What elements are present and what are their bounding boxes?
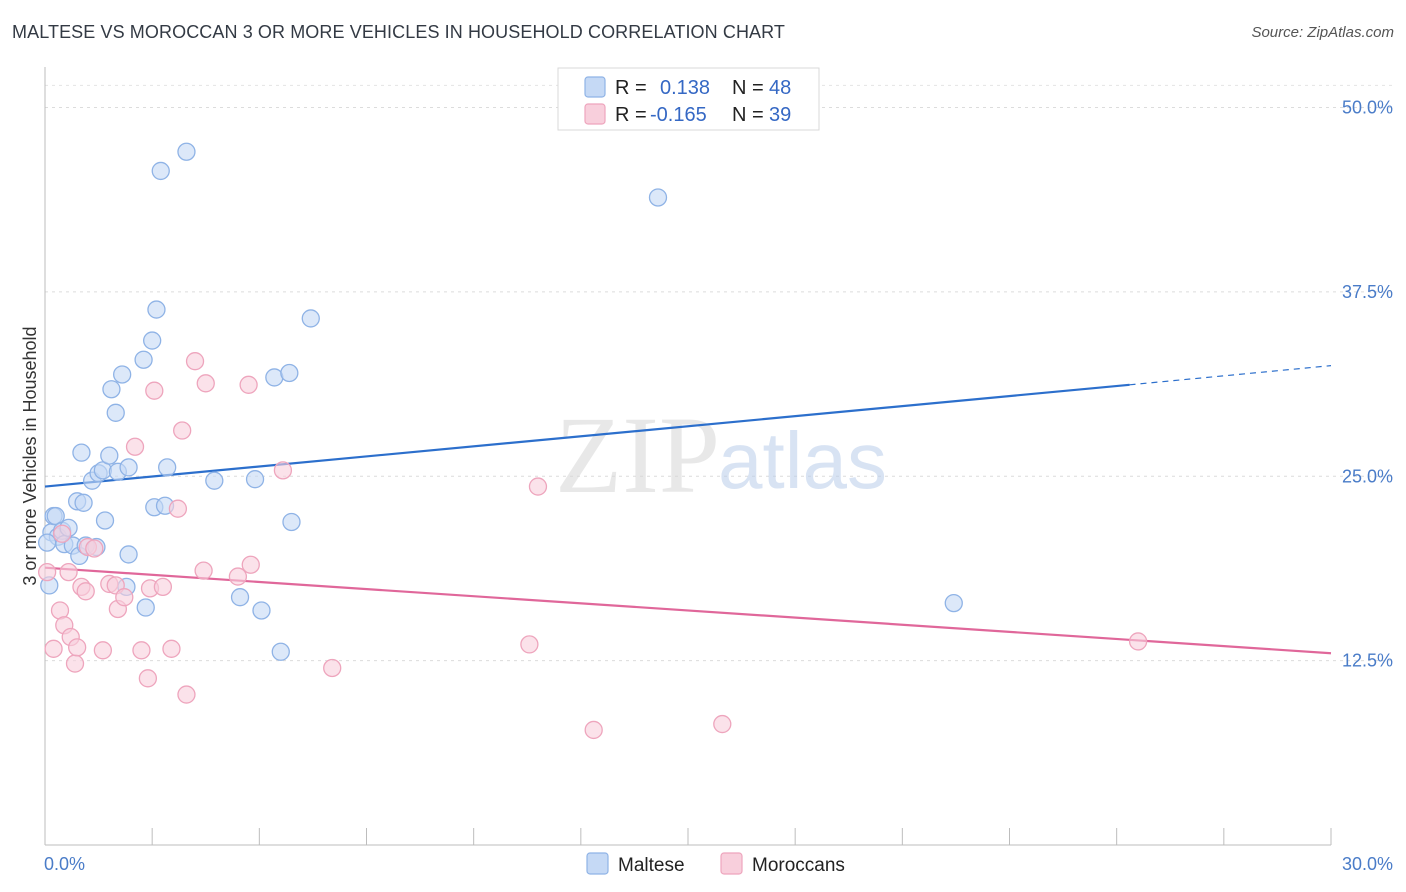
bottom-legend: Maltese Moroccans	[586, 852, 845, 876]
moroccans-point	[132, 641, 151, 660]
moroccans-point	[59, 562, 78, 582]
source-label: Source: ZipAtlas.com	[1251, 24, 1394, 41]
moroccans-point	[520, 635, 539, 654]
moroccans-point	[273, 461, 293, 480]
maltese-point	[944, 593, 963, 613]
moroccans-point	[239, 375, 258, 394]
watermark-zip: ZIP	[555, 394, 720, 516]
maltese-point	[37, 533, 57, 552]
moroccans-point	[177, 685, 196, 704]
moroccans-point	[145, 381, 164, 400]
maltese-point	[177, 142, 196, 161]
moroccans-point	[65, 654, 85, 673]
moroccans-point	[138, 669, 158, 688]
maltese-point	[648, 188, 668, 207]
maltese-point	[113, 365, 132, 384]
maltese-point	[74, 493, 93, 512]
legend-n-label-2: N =	[732, 104, 764, 126]
legend: R = 0.138 N = 48 R = -0.165 N = 39	[557, 67, 820, 131]
maltese-trend-line-extension	[1129, 365, 1332, 386]
axes	[44, 67, 1332, 846]
legend-r-value-1: 0.138	[660, 77, 710, 99]
maltese-point	[280, 363, 299, 383]
moroccans-point	[125, 437, 145, 456]
watermark: ZIP atlas	[555, 394, 887, 516]
maltese-point	[102, 380, 121, 399]
moroccans-point	[196, 374, 215, 393]
legend-r-value-2: -0.165	[650, 104, 707, 126]
moroccans-point	[68, 638, 87, 657]
moroccans-point	[115, 588, 134, 607]
moroccans-point	[93, 641, 113, 660]
y-axis-label: 3 or more Vehicles in Household	[20, 326, 40, 585]
maltese-point	[252, 601, 271, 620]
bottom-legend-swatch-maltese	[586, 852, 609, 875]
maltese-trend-line	[44, 383, 1130, 488]
maltese-point	[245, 470, 265, 489]
watermark-atlas: atlas	[718, 416, 887, 505]
moroccans-point	[241, 555, 260, 574]
moroccans-point	[44, 639, 63, 658]
moroccans-point	[153, 577, 173, 597]
moroccans-point	[323, 658, 342, 678]
maltese-point	[143, 331, 162, 350]
bottom-legend-swatch-moroccans	[720, 852, 743, 875]
x-tick-label-max: 30.0%	[1342, 854, 1393, 874]
legend-n-label-1: N =	[732, 77, 764, 99]
maltese-point	[106, 403, 125, 422]
legend-r-label-1: R =	[615, 77, 647, 99]
maltese-point	[158, 458, 177, 477]
maltese-point	[136, 598, 155, 617]
moroccans-point	[228, 567, 248, 586]
maltese-point	[151, 161, 170, 181]
moroccans-point	[1128, 632, 1148, 651]
y-tick-label: 50.0%	[1342, 98, 1393, 118]
moroccans-point	[185, 352, 205, 371]
legend-n-value-1: 48	[769, 77, 791, 99]
maltese-point	[230, 588, 250, 607]
legend-swatch-maltese	[584, 76, 606, 98]
tick-labels: 12.5% 25.0% 37.5% 50.0% 0.0% 30.0%	[44, 98, 1393, 875]
legend-n-value-2: 39	[769, 104, 791, 126]
y-tick-label: 37.5%	[1342, 282, 1393, 302]
moroccans-point	[52, 524, 72, 543]
moroccans-point	[162, 639, 181, 658]
data-points	[37, 142, 1148, 740]
bottom-legend-label-moroccans: Moroccans	[752, 855, 845, 876]
maltese-point	[134, 350, 153, 369]
x-tick-label-min: 0.0%	[44, 854, 85, 874]
maltese-point	[119, 545, 138, 564]
moroccans-point	[168, 499, 188, 518]
chart-title: MALTESE VS MOROCCAN 3 OR MORE VEHICLES I…	[12, 22, 786, 42]
maltese-point	[72, 443, 91, 462]
moroccans-point	[173, 421, 192, 440]
moroccans-point	[528, 477, 548, 496]
grid-lines	[45, 84, 1392, 662]
moroccans-point	[713, 714, 732, 734]
maltese-point	[265, 368, 284, 387]
maltese-point	[301, 309, 320, 328]
moroccans-point	[76, 582, 95, 601]
y-tick-label: 25.0%	[1342, 466, 1393, 486]
legend-r-label-2: R =	[615, 104, 647, 126]
moroccans-point	[85, 539, 104, 558]
maltese-point	[100, 446, 119, 465]
moroccans-trend-line	[44, 566, 1332, 655]
moroccans-point	[584, 720, 603, 740]
maltese-point	[95, 511, 115, 530]
y-tick-label: 12.5%	[1342, 651, 1393, 671]
moroccans-point	[37, 562, 57, 582]
maltese-point	[119, 458, 138, 477]
maltese-point	[147, 300, 166, 319]
bottom-legend-label-maltese: Maltese	[618, 855, 685, 876]
maltese-point	[205, 471, 224, 490]
maltese-point	[282, 512, 301, 532]
maltese-point	[271, 642, 290, 661]
moroccans-point	[194, 561, 213, 580]
trend-lines	[44, 365, 1332, 655]
legend-swatch-moroccans	[584, 103, 606, 125]
